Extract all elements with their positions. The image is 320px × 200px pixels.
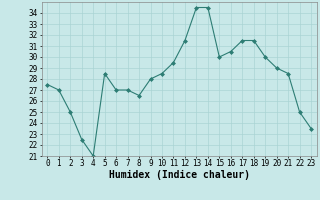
X-axis label: Humidex (Indice chaleur): Humidex (Indice chaleur) — [109, 170, 250, 180]
